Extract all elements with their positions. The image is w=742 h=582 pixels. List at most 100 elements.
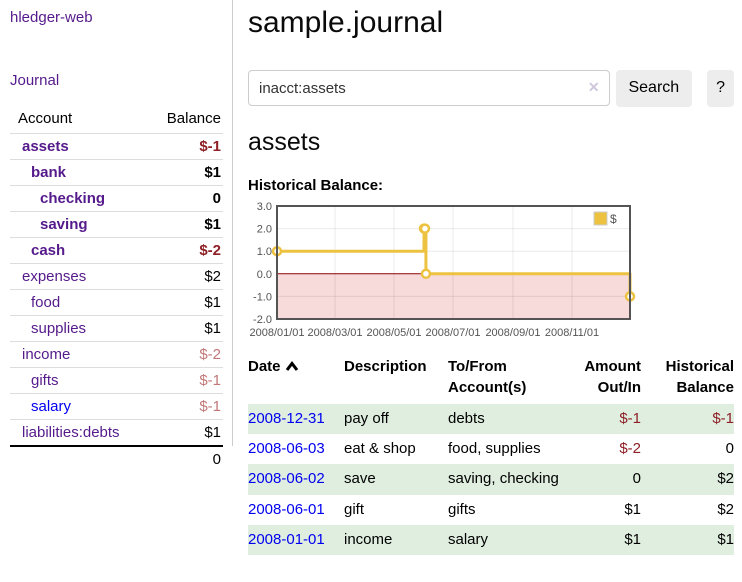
tx-description: income <box>344 530 393 548</box>
tx-balance: $2 <box>717 500 734 518</box>
tx-accounts: food, supplies <box>448 440 541 457</box>
account-balance: $-2 <box>148 341 223 368</box>
account-row: salary $-1 <box>10 393 223 420</box>
tx-date-link[interactable]: 2008-06-03 <box>248 440 325 457</box>
account-link-assets[interactable]: assets <box>22 138 69 155</box>
svg-text:-2.0: -2.0 <box>253 314 272 326</box>
register-row: 2008-06-03 eat & shop food, supplies $-2… <box>248 434 734 464</box>
account-balance: $-1 <box>148 393 223 420</box>
clear-search-icon[interactable]: ✕ <box>587 79 600 95</box>
register-table: Date Description To/From Account(s) Amou… <box>248 355 734 555</box>
account-row: supplies $1 <box>10 315 223 342</box>
sidebar: hledger-web Journal Account Balance asse… <box>0 0 233 472</box>
tx-amount: 0 <box>632 470 641 488</box>
account-link-gifts[interactable]: gifts <box>31 372 59 389</box>
account-balance: $-1 <box>148 367 223 394</box>
tx-description: gift <box>344 500 365 518</box>
account-balance: $1 <box>148 159 223 186</box>
account-link-salary[interactable]: salary <box>31 398 72 415</box>
account-row: expenses $2 <box>10 263 223 290</box>
accounts-header-row: Account Balance <box>10 108 223 134</box>
account-link-expenses[interactable]: expenses <box>22 268 87 285</box>
chart-title: Historical Balance: <box>248 177 384 195</box>
tx-date-link[interactable]: 2008-01-01 <box>248 530 325 548</box>
account-row: income $-2 <box>10 341 223 368</box>
account-row: food $1 <box>10 289 223 316</box>
accounts-header-account: Account <box>18 110 73 127</box>
account-balance: 0 <box>148 185 223 212</box>
account-balance: $2 <box>148 263 223 290</box>
search-box: ✕ <box>248 70 610 106</box>
search-input[interactable] <box>248 70 610 106</box>
accounts-total-spacer <box>10 445 148 472</box>
sort-asc-icon <box>285 361 298 372</box>
account-row: cash $-2 <box>10 237 223 264</box>
account-row: checking 0 <box>10 185 223 212</box>
tx-accounts: salary <box>448 530 489 548</box>
main-content: sample.journal ✕ Search ? assets Histori… <box>248 0 735 555</box>
account-link-saving[interactable]: saving <box>40 216 88 233</box>
svg-text:2008/05/01: 2008/05/01 <box>366 327 421 339</box>
brand-link[interactable]: hledger-web <box>10 9 93 26</box>
tx-description: save <box>344 470 376 488</box>
account-heading: assets <box>248 127 321 156</box>
tx-accounts: debts <box>448 409 485 427</box>
account-row: assets $-1 <box>10 133 223 160</box>
tx-date-link[interactable]: 2008-06-02 <box>248 470 325 488</box>
register-row: 2008-06-02 save saving, checking 0 $2 <box>248 464 734 495</box>
tx-amount: $-2 <box>619 440 641 457</box>
account-balance: $-2 <box>148 237 223 264</box>
tx-balance: $-1 <box>712 409 734 427</box>
svg-text:3.0: 3.0 <box>257 201 272 213</box>
tx-description: pay off <box>344 409 389 427</box>
tx-amount: $-1 <box>619 409 641 427</box>
register-header-description: Description <box>344 358 427 376</box>
sidebar-item-journal[interactable]: Journal <box>10 72 60 89</box>
account-link-bank[interactable]: bank <box>31 164 67 181</box>
register-row: 2008-06-01 gift gifts $1 $2 <box>248 495 734 525</box>
register-header-date[interactable]: Date <box>248 355 344 404</box>
accounts-table: Account Balance assets $-1 bank $1 check… <box>10 108 223 472</box>
date-header-label: Date <box>248 358 281 376</box>
svg-text:2008/03/01: 2008/03/01 <box>307 327 362 339</box>
account-link-supplies[interactable]: supplies <box>31 320 87 337</box>
account-balance: $1 <box>148 419 223 446</box>
search-button[interactable]: Search <box>615 69 693 107</box>
tx-description: eat & shop <box>344 440 416 457</box>
svg-text:-1.0: -1.0 <box>253 292 272 304</box>
account-link-liabilities-debts[interactable]: liabilities:debts <box>22 424 120 441</box>
svg-text:1.0: 1.0 <box>257 246 272 258</box>
svg-text:0.0: 0.0 <box>257 269 272 281</box>
help-button[interactable]: ? <box>707 69 735 107</box>
account-row: bank $1 <box>10 159 223 186</box>
svg-text:$: $ <box>610 212 617 226</box>
account-link-income[interactable]: income <box>22 346 71 363</box>
account-row: saving $1 <box>10 211 223 238</box>
tx-date-link[interactable]: 2008-12-31 <box>248 409 325 427</box>
register-row: 2008-12-31 pay off debts $-1 $-1 <box>248 403 734 434</box>
account-row: gifts $-1 <box>10 367 223 394</box>
account-link-food[interactable]: food <box>31 294 61 311</box>
tx-amount: $1 <box>624 500 641 518</box>
account-balance: $1 <box>148 211 223 238</box>
svg-text:2008/07/01: 2008/07/01 <box>425 327 480 339</box>
svg-text:2008/11/01: 2008/11/01 <box>545 327 599 339</box>
account-link-cash[interactable]: cash <box>31 242 66 259</box>
tx-balance: $1 <box>717 530 734 548</box>
tx-balance: 0 <box>725 440 734 457</box>
tx-balance: $2 <box>717 470 734 488</box>
tx-accounts: gifts <box>448 500 476 518</box>
accounts-total-row: 0 <box>10 445 223 472</box>
tx-accounts: saving, checking <box>448 470 559 488</box>
register-header-balance: Historical Balance <box>665 358 734 396</box>
svg-text:2008/01/01: 2008/01/01 <box>249 327 304 339</box>
accounts-total-balance: 0 <box>148 445 223 472</box>
account-balance: $1 <box>148 289 223 316</box>
tx-date-link[interactable]: 2008-06-01 <box>248 500 325 518</box>
register-header-accounts: To/From Account(s) <box>448 358 527 396</box>
svg-text:2008/09/01: 2008/09/01 <box>485 327 540 339</box>
account-balance: $-1 <box>148 133 223 160</box>
svg-text:2.0: 2.0 <box>257 224 272 236</box>
page-title: sample.journal <box>248 6 444 39</box>
account-link-checking[interactable]: checking <box>40 190 106 207</box>
